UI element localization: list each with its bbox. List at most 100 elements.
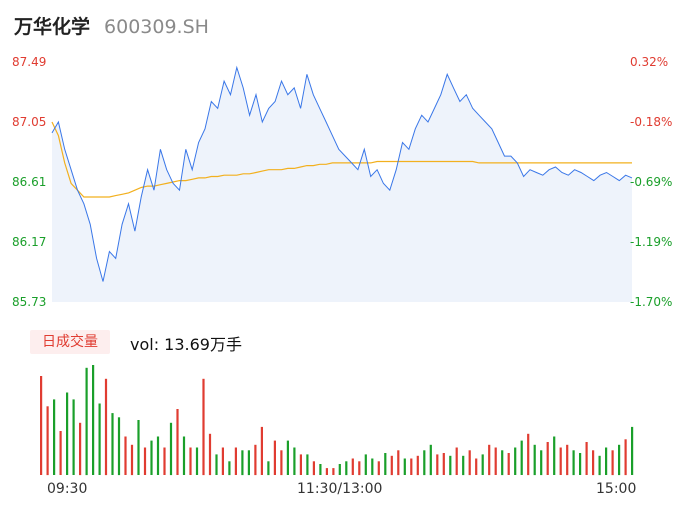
volume-bar (371, 458, 374, 475)
pct-tick-4: -1.70% (630, 295, 673, 309)
volume-bar (501, 450, 504, 476)
volume-bar (59, 431, 62, 475)
volume-bar (124, 436, 127, 475)
volume-bar (624, 439, 627, 476)
volume-bar (111, 413, 114, 475)
x-tick-open: 09:30 (47, 481, 88, 497)
volume-bar (488, 444, 491, 476)
volume-bar (286, 440, 289, 475)
volume-bar (53, 399, 56, 475)
volume-bar (163, 447, 166, 475)
volume-bar (104, 378, 108, 476)
volume-bar (143, 447, 147, 475)
volume-bar (306, 454, 309, 475)
volume-bar (202, 378, 205, 476)
volume-bar (130, 444, 134, 476)
volume-bar (92, 365, 95, 475)
volume-bar (540, 450, 543, 476)
volume-bar (358, 461, 361, 476)
volume-bar (345, 461, 348, 476)
volume-bar (325, 468, 328, 475)
x-tick-close: 15:00 (596, 481, 637, 497)
pct-tick-0: 0.32% (630, 55, 669, 69)
volume-bar (338, 464, 341, 475)
stock-header: 万华化学 600309.SH (14, 12, 209, 40)
volume-bar (384, 453, 387, 475)
volume-bar (351, 458, 354, 475)
volume-bar (520, 440, 523, 475)
volume-bar (79, 422, 82, 476)
volume-badge: 日成交量 (30, 330, 110, 354)
volume-bar (475, 458, 478, 475)
volume-bar (416, 455, 419, 476)
volume-bar (156, 436, 160, 475)
price-line (51, 65, 633, 282)
volume-bar (364, 454, 367, 475)
volume-bar (605, 447, 608, 475)
volume-bar (429, 444, 432, 476)
volume-bar (299, 454, 302, 475)
volume-bar (150, 440, 153, 475)
volume-bar (85, 367, 88, 476)
stock-code: 600309.SH (104, 16, 209, 38)
volume-bar (319, 464, 322, 475)
volume-bar (631, 426, 634, 475)
volume-bar (208, 433, 212, 476)
volume-bar (241, 450, 244, 476)
volume-bar (468, 450, 471, 476)
price-tick-1: 87.05 (12, 115, 47, 129)
price-tick-2: 86.61 (12, 175, 47, 189)
volume-bar (410, 458, 413, 475)
volume-bar (403, 458, 406, 475)
price-tick-3: 86.17 (12, 235, 47, 249)
volume-bar (390, 455, 393, 476)
volume-bar (598, 455, 601, 476)
volume-bar (546, 442, 549, 475)
volume-bar (46, 406, 49, 476)
volume-bar (332, 468, 335, 475)
volume-bar (267, 461, 270, 476)
price-tick-0: 87.49 (12, 55, 47, 69)
volume-bar (423, 450, 426, 476)
volume-bar (481, 454, 484, 475)
volume-bar (169, 422, 173, 476)
volume-bar (273, 440, 276, 475)
stock-name: 万华化学 (14, 16, 91, 38)
volume-bar (72, 399, 75, 475)
pct-tick-3: -1.19% (630, 235, 673, 249)
volume-bar (449, 455, 452, 476)
volume-bar (98, 403, 101, 475)
volume-bar (592, 450, 595, 476)
volume-bar (533, 444, 536, 476)
volume-bar (254, 444, 257, 476)
volume-bar (611, 450, 614, 476)
volume-bar (377, 461, 380, 476)
volume-bar (397, 450, 400, 476)
volume-bar (572, 450, 575, 476)
price-tick-4: 85.73 (12, 295, 47, 309)
volume-bar (182, 436, 186, 475)
avg-price-line (51, 121, 632, 198)
volume-bar (442, 453, 445, 475)
volume-bar (566, 444, 569, 476)
volume-value: vol: 13.69万手 (130, 335, 242, 354)
pct-tick-1: -0.18% (630, 115, 673, 129)
volume-bar (462, 455, 465, 476)
volume-bar (293, 447, 296, 475)
volume-bar (618, 444, 621, 476)
volume-bar (260, 426, 263, 475)
volume-bar (527, 433, 530, 476)
volume-bar (436, 454, 439, 475)
volume-bar (40, 376, 43, 475)
volume-bar (507, 453, 510, 475)
volume-bar (228, 461, 231, 476)
volume-bar (221, 447, 224, 475)
volume-bar (579, 453, 582, 475)
volume-bar (66, 392, 69, 475)
volume-bar (514, 447, 517, 475)
volume-bar (559, 447, 562, 475)
x-tick-midday: 11:30/13:00 (297, 481, 383, 497)
volume-bar (137, 420, 140, 475)
volume-bar (585, 442, 588, 475)
